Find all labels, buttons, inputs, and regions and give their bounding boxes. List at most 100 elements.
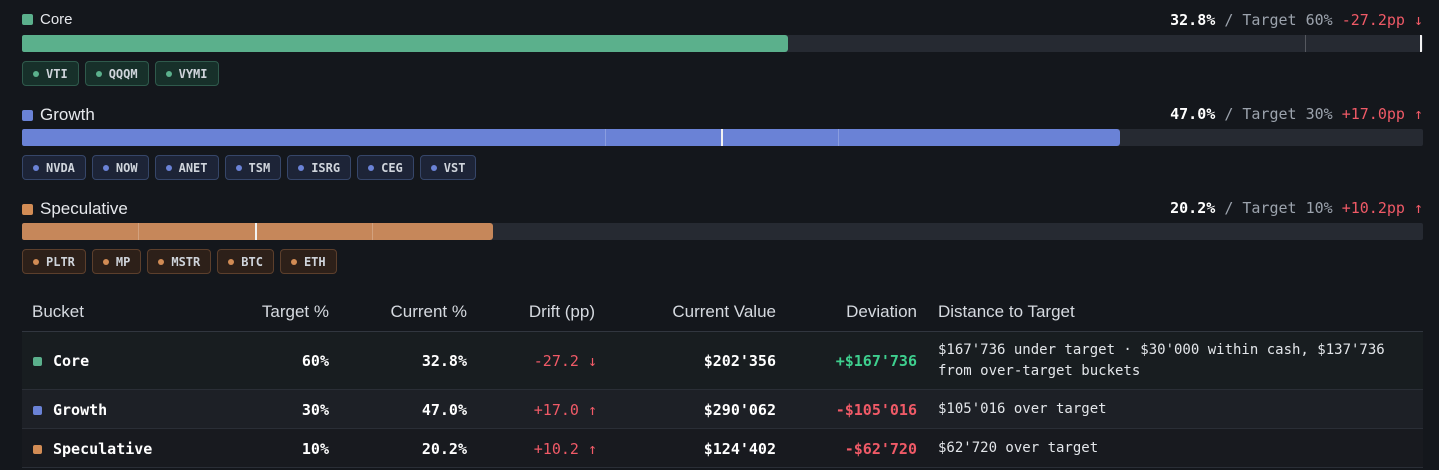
holding-chip[interactable]: ANET [154,155,219,180]
row-distance: $105'016 over target [938,401,1107,417]
col-header-distance[interactable]: Distance to Target [938,302,1075,321]
holding-divider [838,129,839,146]
row-bucket: Growth [33,401,107,419]
target-marker [1420,35,1422,52]
dot-icon [430,164,437,171]
chip-label: ETH [303,254,326,269]
chip-label: MP [115,254,131,269]
row-current: 47.0% [421,401,467,419]
holding-chip[interactable]: VTI [22,61,79,86]
col-header-target[interactable]: Target % [261,302,329,321]
color-swatch-icon [33,405,42,415]
row-value: $202'356 [703,352,776,370]
table-row[interactable]: Core 60% 32.8% -27.2 ↓ $202'356 +$167'73… [22,332,1423,390]
drift-pp: +10.2pp ↑ [1341,199,1423,217]
row-deviation: +$167'736 [835,352,917,370]
holding-chip[interactable]: VST [419,155,477,180]
color-swatch-icon [22,14,33,25]
color-swatch-icon [33,444,42,454]
col-header-value[interactable]: Current Value [672,302,776,321]
dot-icon [290,258,297,265]
color-swatch-icon [22,109,33,121]
row-value: $124'402 [703,440,776,458]
holding-chip[interactable]: MP [91,249,142,274]
holding-chip[interactable]: ETH [279,249,337,274]
allocation-fill [22,129,1120,146]
holding-chip[interactable]: TSM [224,155,282,180]
chip-label: PLTR [46,254,75,269]
holding-divider [372,223,373,240]
row-current: 32.8% [421,352,467,370]
chip-label: VYMI [178,66,208,81]
separator: / [1224,199,1234,217]
target-pct: Target 30% [1242,105,1333,123]
bucket-name: Growth [40,105,95,124]
holding-chip[interactable]: ISRG [287,155,352,180]
bucket-speculative: Speculative 20.2% / Target 10% +10.2pp ↑… [22,199,1423,274]
bucket-header: Growth 47.0% / Target 30% +17.0pp ↑ [22,105,1423,129]
row-target: 10% [301,440,329,458]
bucket-title: Core [22,11,73,28]
current-pct: 47.0% [1170,105,1216,123]
dot-icon [33,258,39,265]
current-pct: 20.2% [1170,199,1216,217]
holding-chip[interactable]: NOW [91,155,149,180]
holding-chip[interactable]: QQQM [84,61,149,86]
chip-label: NVDA [46,160,75,175]
holding-chip[interactable]: PLTR [22,249,86,274]
col-header-bucket[interactable]: Bucket [32,302,84,321]
holdings-chips: PLTR MP MSTR BTC ETH [22,249,337,274]
row-target: 60% [301,352,329,370]
table-row[interactable]: Growth 30% 47.0% +17.0 ↑ $290'062 -$105'… [22,390,1423,429]
bucket-growth: Growth 47.0% / Target 30% +17.0pp ↑ NVDA… [22,105,1423,180]
row-deviation: -$62'720 [844,440,917,458]
allocation-bar [22,35,1423,52]
dot-icon [165,70,172,77]
dot-icon [95,70,102,77]
holding-chip[interactable]: BTC [217,249,274,274]
row-drift: -27.2 ↓ [533,352,597,370]
bucket-title: Speculative [22,199,128,219]
bucket-header: Speculative 20.2% / Target 10% +10.2pp ↑ [22,199,1423,223]
holding-chip[interactable]: NVDA [22,155,86,180]
holding-divider [605,129,606,146]
dot-icon [33,70,39,77]
dot-icon [158,258,165,265]
row-bucket: Speculative [33,440,152,458]
row-distance: $62'720 over target [938,440,1099,456]
chip-label: ISRG [311,160,341,175]
table-header: Bucket Target % Current % Drift (pp) Cur… [22,294,1423,332]
col-header-deviation[interactable]: Deviation [846,302,917,321]
holding-chip[interactable]: CEG [357,155,414,180]
color-swatch-icon [22,203,33,215]
current-pct: 32.8% [1170,11,1216,29]
dot-icon [33,164,39,171]
row-bucket: Core [33,352,89,370]
chip-label: ANET [178,160,208,175]
bucket-stats: 47.0% / Target 30% +17.0pp ↑ [1170,105,1423,123]
dot-icon [102,258,109,265]
chip-label: TSM [248,160,271,175]
holding-chip[interactable]: VYMI [154,61,219,86]
col-header-drift[interactable]: Drift (pp) [528,302,595,321]
dot-icon [102,164,109,171]
holding-divider [1305,35,1306,52]
bucket-label: Core [53,352,90,370]
row-deviation: -$105'016 [835,401,917,419]
bucket-stats: 32.8% / Target 60% -27.2pp ↓ [1170,11,1423,29]
chip-label: BTC [241,254,263,269]
chip-label: CEG [381,160,403,175]
bucket-title: Growth [22,105,95,125]
col-header-current[interactable]: Current % [390,302,467,321]
drift-pp: +17.0pp ↑ [1341,105,1423,123]
holdings-chips: VTI QQQM VYMI [22,61,219,86]
bucket-core: Core 32.8% / Target 60% -27.2pp ↓ VTI QQ… [22,11,1423,86]
holding-chip[interactable]: MSTR [147,249,212,274]
bucket-label: Growth [53,401,108,419]
bucket-name: Core [40,11,73,28]
color-swatch-icon [33,356,42,366]
allocation-bar [22,223,1423,240]
holding-divider [138,223,139,240]
target-pct: Target 60% [1242,11,1333,29]
table-row[interactable]: Speculative 10% 20.2% +10.2 ↑ $124'402 -… [22,429,1423,468]
